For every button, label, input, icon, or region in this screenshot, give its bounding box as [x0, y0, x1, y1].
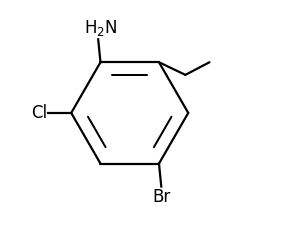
Text: H$_2$N: H$_2$N — [84, 18, 117, 38]
Text: Cl: Cl — [31, 104, 47, 122]
Text: Br: Br — [152, 188, 170, 206]
